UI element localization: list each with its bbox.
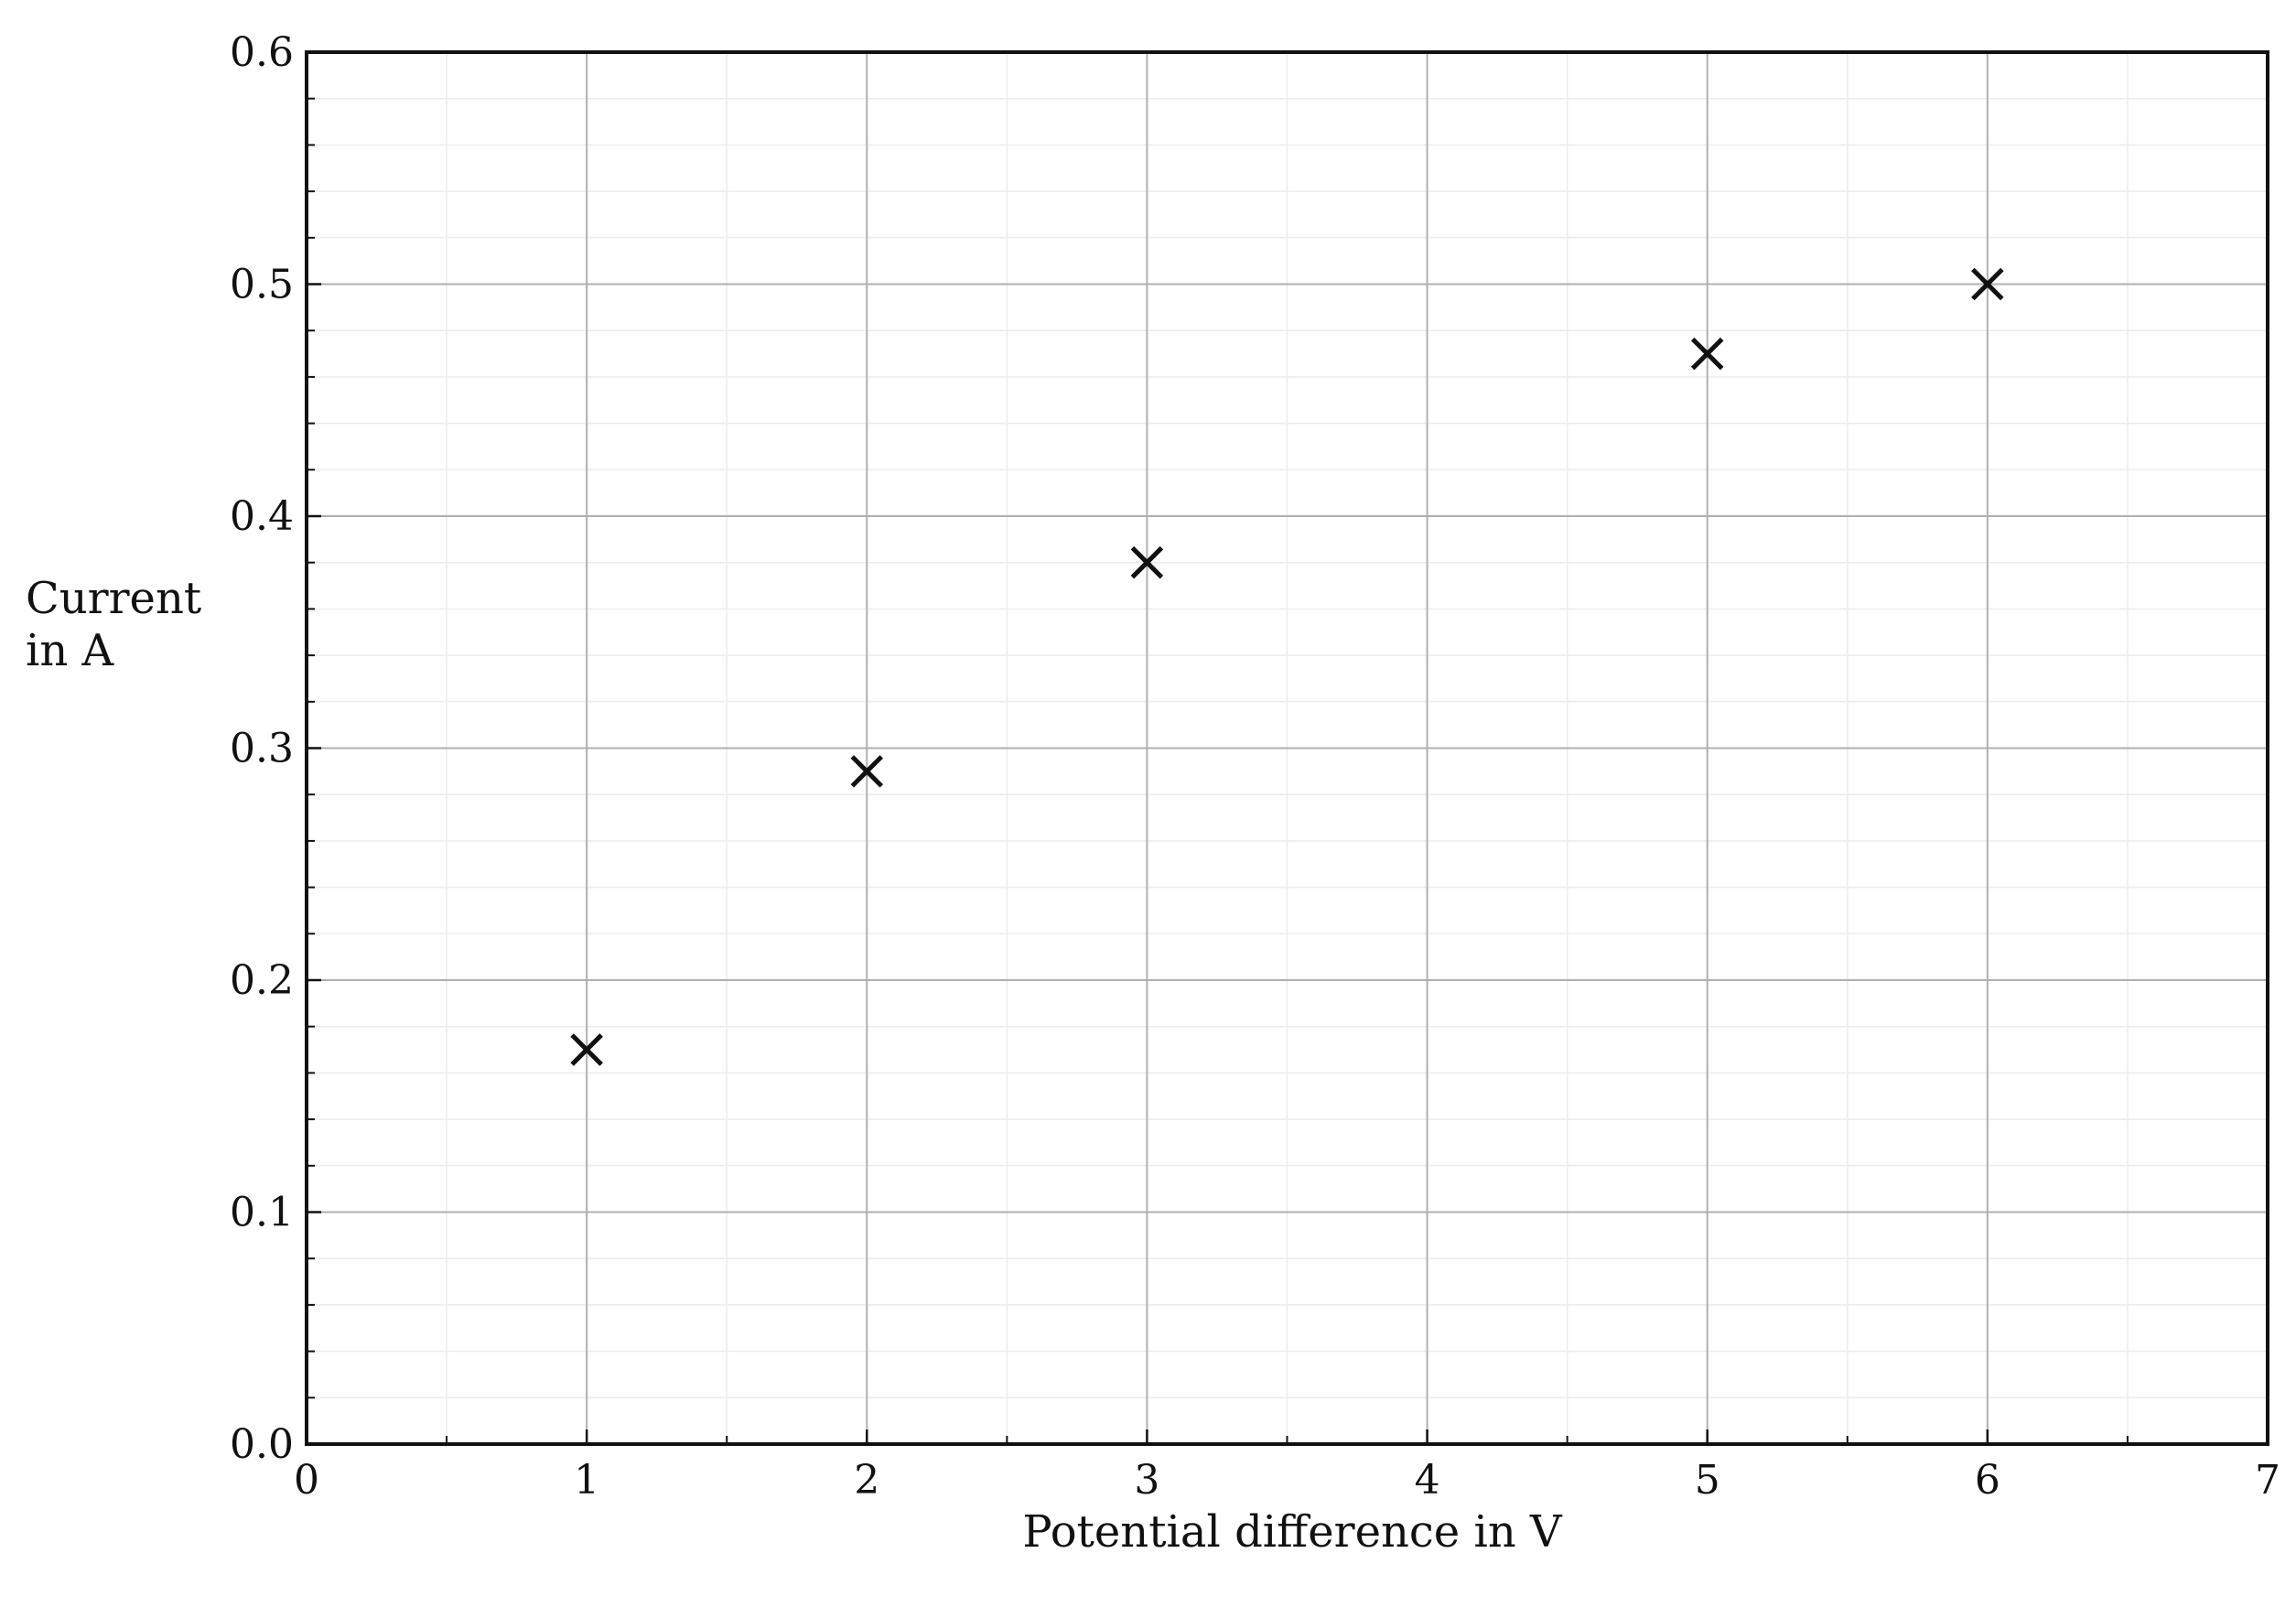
data-point-x-marker [1971, 267, 2004, 301]
x-tick-label: 6 [1975, 1457, 2000, 1504]
x-axis-title: Potential difference in V [1022, 1506, 1563, 1558]
plot-frame [305, 50, 2269, 1446]
marker-stroke [1130, 545, 1164, 579]
x-tick-label: 0 [294, 1457, 319, 1504]
y-tick-label: 0.0 [230, 1421, 294, 1468]
x-tick-label: 5 [1695, 1457, 1720, 1504]
marker-stroke [850, 755, 884, 788]
marker-stroke [570, 1033, 603, 1066]
x-tick-label: 4 [1415, 1457, 1440, 1504]
marker-stroke [1971, 267, 2004, 301]
data-point-x-marker [1690, 337, 1724, 371]
y-tick-label: 0.3 [230, 726, 294, 772]
y-tick-label: 0.1 [230, 1190, 294, 1236]
data-point-x-marker [570, 1033, 603, 1066]
data-point-x-marker [1130, 545, 1164, 579]
marker-stroke [1690, 337, 1724, 371]
y-axis-title-line-2: in A [26, 625, 115, 676]
x-tick-label: 7 [2255, 1457, 2280, 1504]
data-point-x-marker [850, 755, 884, 788]
x-tick-labels: 0 1 2 3 4 5 6 7 [294, 1457, 2280, 1504]
y-tick-label: 0.5 [230, 262, 294, 308]
y-axis-title-line-1: Current [26, 573, 201, 624]
y-tick-labels: 0.0 0.1 0.2 0.3 0.4 0.5 0.6 [230, 29, 294, 1468]
y-tick-label: 0.2 [230, 957, 294, 1004]
data-points [570, 267, 2004, 1066]
x-tick-label: 1 [574, 1457, 599, 1504]
x-tick-label: 2 [854, 1457, 879, 1504]
y-tick-label: 0.4 [230, 493, 294, 540]
y-tick-label: 0.6 [230, 29, 294, 76]
x-tick-label: 3 [1134, 1457, 1159, 1504]
